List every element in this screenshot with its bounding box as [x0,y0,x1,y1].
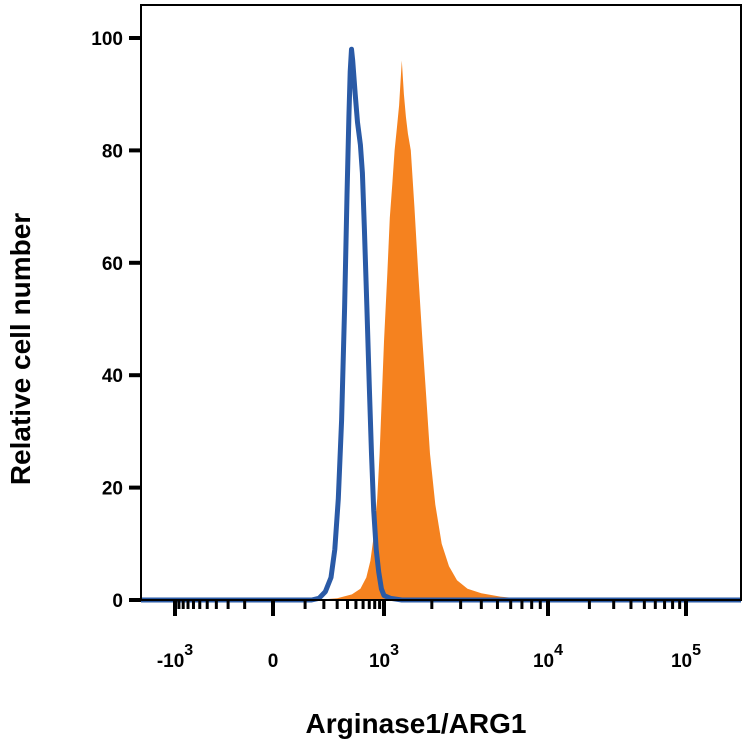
y-tick-label-0: 0 [112,591,123,612]
series-1-outline-histogram [141,46,741,603]
y-tick-label-60: 60 [102,254,123,275]
series-0-filled-histogram [141,60,741,600]
x-tick-label-4: 105 [671,642,701,672]
x-tick-exponent-4: 5 [692,642,701,659]
x-tick-exponent-3: 4 [554,642,563,659]
plot-frame [140,4,742,601]
x-tick-label-2: 103 [369,642,399,672]
x-tick-label-3: 104 [533,642,563,672]
plot-area: 0 20 40 60 80 100 -103 0 103 104 105 [91,4,742,672]
x-axis: -103 0 103 104 105 [157,642,701,672]
x-tick-exponent-2: 3 [390,642,399,659]
x-tick-label-0: -103 [157,642,193,672]
x-tick-label-1: 0 [268,651,279,672]
y-axis-title: Relative cell number [5,213,36,485]
y-tick-label-100: 100 [91,29,123,50]
x-minor-ticks [173,600,688,616]
x-tick-exponent-0: 3 [184,642,193,659]
series-layer [141,46,741,603]
y-tick-label-20: 20 [102,479,123,500]
y-tick-label-40: 40 [102,366,123,387]
x-axis-title: Arginase1/ARG1 [306,708,527,739]
y-tick-label-80: 80 [102,141,123,162]
plot-border [140,4,742,601]
y-axis: 0 20 40 60 80 100 [91,29,141,612]
